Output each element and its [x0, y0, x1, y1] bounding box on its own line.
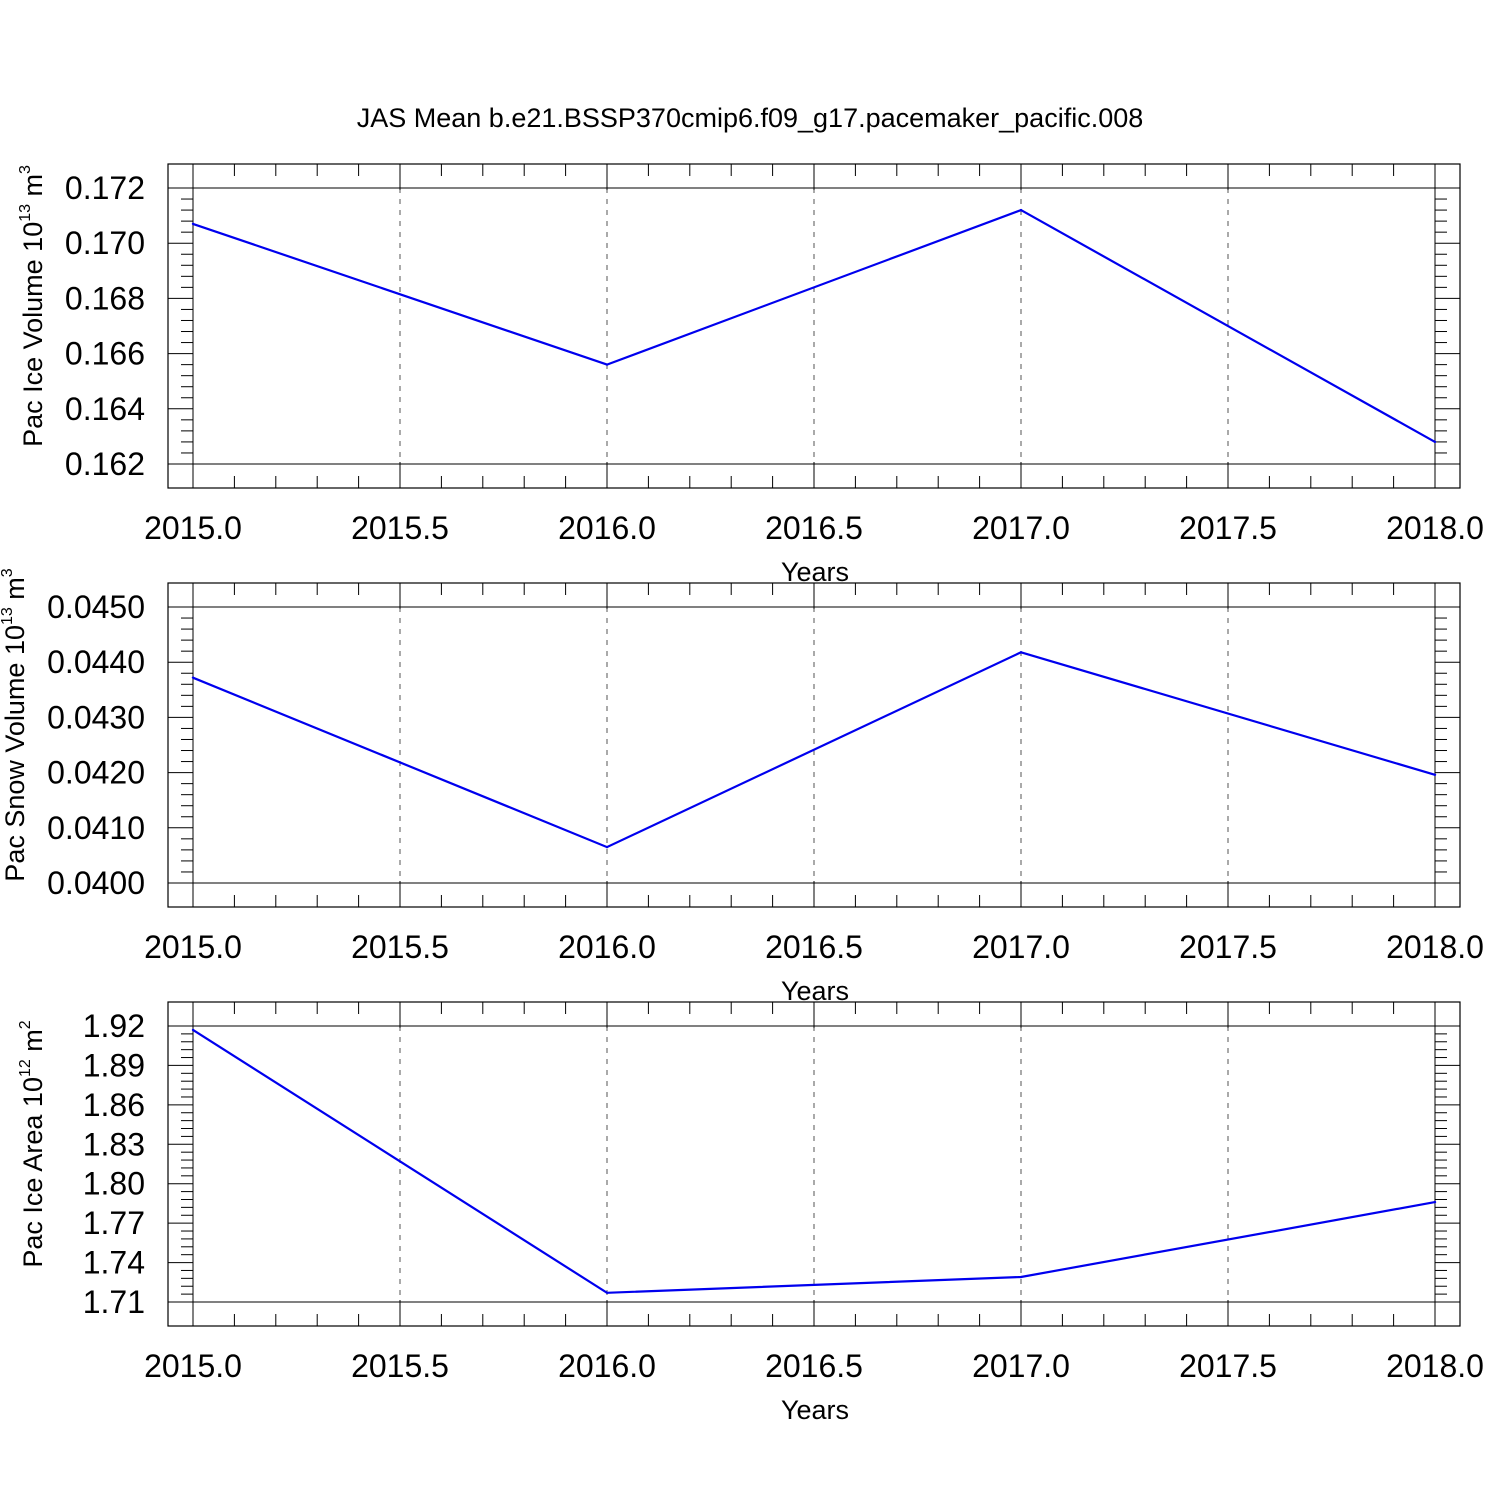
- x-tick-label: 2018.0: [1386, 929, 1484, 965]
- y-tick-label: 0.0400: [47, 865, 145, 901]
- x-tick-label: 2016.5: [765, 510, 863, 546]
- data-point: [191, 1028, 195, 1032]
- y-tick-label: 0.168: [65, 280, 145, 316]
- y-tick-label: 1.86: [83, 1087, 145, 1123]
- data-point: [1433, 773, 1437, 777]
- y-tick-label: 1.74: [83, 1245, 145, 1281]
- x-tick-label: 2017.5: [1179, 510, 1277, 546]
- y-tick-label: 0.172: [65, 170, 145, 206]
- x-tick-label: 2015.5: [351, 1348, 449, 1384]
- y-tick-label: 1.77: [83, 1205, 145, 1241]
- x-tick-label: 2016.0: [558, 1348, 656, 1384]
- x-tick-label: 2015.5: [351, 929, 449, 965]
- y-tick-label: 0.170: [65, 225, 145, 261]
- x-tick-label: 2017.5: [1179, 1348, 1277, 1384]
- panel-1: 2015.0 2015.5 2016.0 2016.5 2017.0 2017.5 2018…: [17, 163, 1484, 587]
- x-tick-label: 2016.5: [765, 1348, 863, 1384]
- data-point: [1019, 208, 1023, 212]
- y-tick-label: 1.71: [83, 1284, 145, 1320]
- series-line: [192, 1028, 1436, 1294]
- y-axis-label: Pac Ice Volume 1013 m3: [17, 165, 48, 447]
- x-tick-label: 2018.0: [1386, 510, 1484, 546]
- data-point: [605, 845, 609, 849]
- x-tick-label: 2016.0: [558, 510, 656, 546]
- data-point: [605, 363, 609, 366]
- y-axis-label: Pac Ice Area 1012 m2: [17, 1020, 48, 1267]
- data-point: [605, 1291, 609, 1295]
- x-tick-label: 2016.0: [558, 929, 656, 965]
- y-tick-label: 0.0420: [47, 755, 145, 791]
- x-tick-label: 2015.0: [144, 929, 242, 965]
- y-tick-label: 0.0410: [47, 810, 145, 846]
- data-point: [1019, 1275, 1023, 1279]
- x-tick-label: 2017.0: [972, 929, 1070, 965]
- x-tick-label: 2017.0: [972, 510, 1070, 546]
- y-tick-label: 1.89: [83, 1047, 145, 1083]
- x-tick-label: 2017.0: [972, 1348, 1070, 1384]
- data-point: [1019, 651, 1023, 654]
- data-point: [1433, 1200, 1437, 1204]
- panels-group: 2015.0 2015.5 2016.0 2016.5 2017.0 2017.5 2018…: [0, 163, 1484, 1425]
- y-tick-label: 0.162: [65, 446, 145, 482]
- y-tick-label: 0.0450: [47, 589, 145, 625]
- x-tick-label: 2015.5: [351, 510, 449, 546]
- y-tick-label: 1.83: [83, 1126, 145, 1162]
- panel-3: 2015.0 2015.5 2016.0 2016.5 2017.0 2017.5 2018…: [17, 1001, 1484, 1425]
- x-tick-label: 2017.5: [1179, 929, 1277, 965]
- y-tick-label: 0.166: [65, 336, 145, 372]
- x-tick-label: 2015.0: [144, 1348, 242, 1384]
- series-line: [192, 208, 1436, 443]
- y-tick-label: 0.0440: [47, 644, 145, 680]
- x-tick-label: 2015.0: [144, 510, 242, 546]
- y-tick-label: 1.92: [83, 1008, 145, 1044]
- series-line: [192, 651, 1436, 849]
- panel-2: 2015.0 2015.5 2016.0 2016.5 2017.0 2017.5 2018…: [0, 568, 1484, 1006]
- x-axis-label: Years: [781, 557, 849, 587]
- data-point: [1433, 440, 1437, 444]
- x-tick-label: 2018.0: [1386, 1348, 1484, 1384]
- y-tick-label: 0.164: [65, 391, 145, 427]
- data-point: [191, 676, 195, 679]
- y-tick-label: 0.0430: [47, 699, 145, 735]
- data-point: [191, 222, 195, 226]
- x-axis-label: Years: [781, 976, 849, 1006]
- x-tick-label: 2016.5: [765, 929, 863, 965]
- x-axis-label: Years: [781, 1395, 849, 1425]
- y-axis-label: Pac Snow Volume 1013 m3: [0, 568, 30, 881]
- figure-title: JAS Mean b.e21.BSSP370cmip6.f09_g17.pace…: [357, 103, 1144, 133]
- y-tick-label: 1.80: [83, 1166, 145, 1202]
